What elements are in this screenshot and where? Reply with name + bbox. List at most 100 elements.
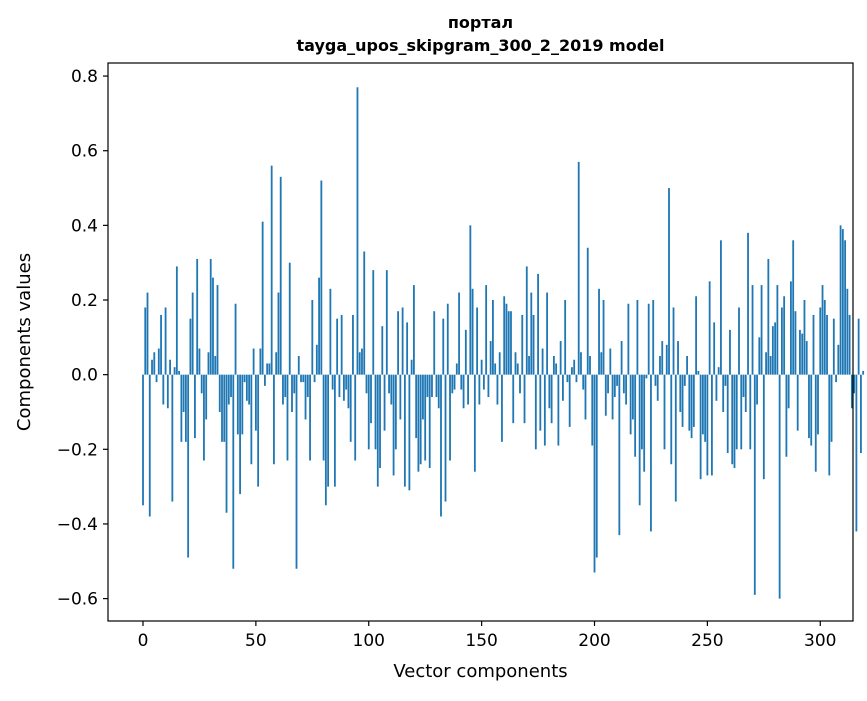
bar bbox=[690, 374, 693, 439]
x-tick-label: 0 bbox=[138, 631, 149, 651]
bar bbox=[846, 288, 849, 375]
bar bbox=[320, 180, 323, 375]
bar bbox=[444, 374, 447, 502]
bar bbox=[284, 374, 287, 398]
bar bbox=[835, 374, 837, 383]
bar bbox=[501, 374, 503, 442]
bar bbox=[683, 374, 686, 386]
bar bbox=[331, 374, 334, 390]
bar bbox=[765, 352, 767, 375]
bar bbox=[415, 374, 418, 439]
bar bbox=[200, 374, 203, 394]
bar bbox=[413, 285, 415, 375]
bar bbox=[701, 374, 704, 435]
bar bbox=[194, 374, 196, 439]
bar bbox=[370, 374, 372, 424]
bar bbox=[352, 314, 354, 375]
bar bbox=[214, 356, 217, 375]
bar bbox=[401, 307, 404, 375]
bar bbox=[392, 374, 395, 476]
y-tick-label: 0.2 bbox=[71, 291, 98, 311]
bar bbox=[257, 374, 260, 487]
bar bbox=[841, 229, 844, 375]
bar bbox=[747, 232, 749, 375]
bar bbox=[383, 374, 386, 431]
bar bbox=[665, 344, 668, 375]
bar bbox=[480, 359, 483, 375]
bar bbox=[198, 348, 201, 375]
bar bbox=[322, 374, 325, 461]
bar bbox=[636, 300, 639, 375]
bar bbox=[189, 318, 192, 375]
bar bbox=[593, 374, 596, 573]
bar bbox=[184, 374, 187, 442]
bar bbox=[306, 374, 309, 398]
bar bbox=[381, 326, 384, 375]
bar bbox=[261, 221, 264, 375]
x-tick-label: 250 bbox=[691, 631, 723, 651]
bar bbox=[428, 374, 431, 468]
bar bbox=[291, 374, 293, 412]
bar bbox=[803, 300, 806, 375]
bar bbox=[236, 374, 239, 435]
bar bbox=[142, 374, 144, 506]
bar bbox=[586, 247, 589, 375]
bar bbox=[424, 374, 427, 461]
bar bbox=[817, 374, 819, 435]
bar bbox=[715, 374, 718, 401]
bar bbox=[794, 311, 797, 375]
bar bbox=[790, 281, 792, 375]
bar bbox=[435, 374, 438, 398]
bar bbox=[577, 161, 580, 375]
bar bbox=[349, 374, 352, 442]
bar bbox=[336, 318, 339, 375]
bar bbox=[613, 374, 616, 398]
bar bbox=[510, 311, 512, 375]
bar bbox=[656, 374, 659, 401]
bar bbox=[286, 374, 289, 461]
bar bbox=[403, 374, 406, 487]
bar bbox=[467, 374, 469, 405]
bar bbox=[523, 374, 526, 424]
bar bbox=[837, 344, 840, 375]
bar bbox=[492, 300, 494, 375]
bar bbox=[473, 374, 476, 472]
bar bbox=[862, 370, 865, 375]
bar bbox=[627, 303, 630, 375]
y-tick-label: 0.4 bbox=[71, 216, 98, 236]
bar bbox=[505, 303, 508, 375]
bar bbox=[297, 356, 300, 375]
bar bbox=[311, 300, 314, 375]
bar bbox=[641, 374, 643, 450]
bar bbox=[426, 374, 429, 398]
bar bbox=[778, 374, 781, 599]
bar bbox=[814, 374, 817, 472]
bar bbox=[248, 374, 251, 405]
bar bbox=[844, 240, 847, 375]
bar bbox=[302, 374, 305, 383]
bar bbox=[304, 374, 307, 420]
bar bbox=[250, 374, 253, 465]
bar bbox=[568, 374, 571, 427]
bar bbox=[354, 374, 357, 461]
bar bbox=[151, 359, 153, 375]
bar bbox=[514, 352, 517, 375]
bar bbox=[313, 374, 316, 383]
bar bbox=[580, 352, 582, 375]
bar bbox=[449, 374, 451, 461]
bar bbox=[390, 374, 393, 405]
bar bbox=[543, 374, 546, 446]
bar bbox=[361, 348, 363, 375]
bar bbox=[406, 322, 409, 375]
bar bbox=[699, 374, 702, 480]
bar bbox=[175, 266, 178, 375]
bar bbox=[672, 307, 675, 375]
y-axis-label: Components values bbox=[14, 253, 35, 431]
bar bbox=[629, 374, 632, 435]
bar bbox=[611, 374, 614, 420]
bar bbox=[663, 374, 666, 450]
bar bbox=[695, 296, 698, 375]
bar bbox=[638, 374, 641, 506]
bar bbox=[760, 285, 763, 375]
